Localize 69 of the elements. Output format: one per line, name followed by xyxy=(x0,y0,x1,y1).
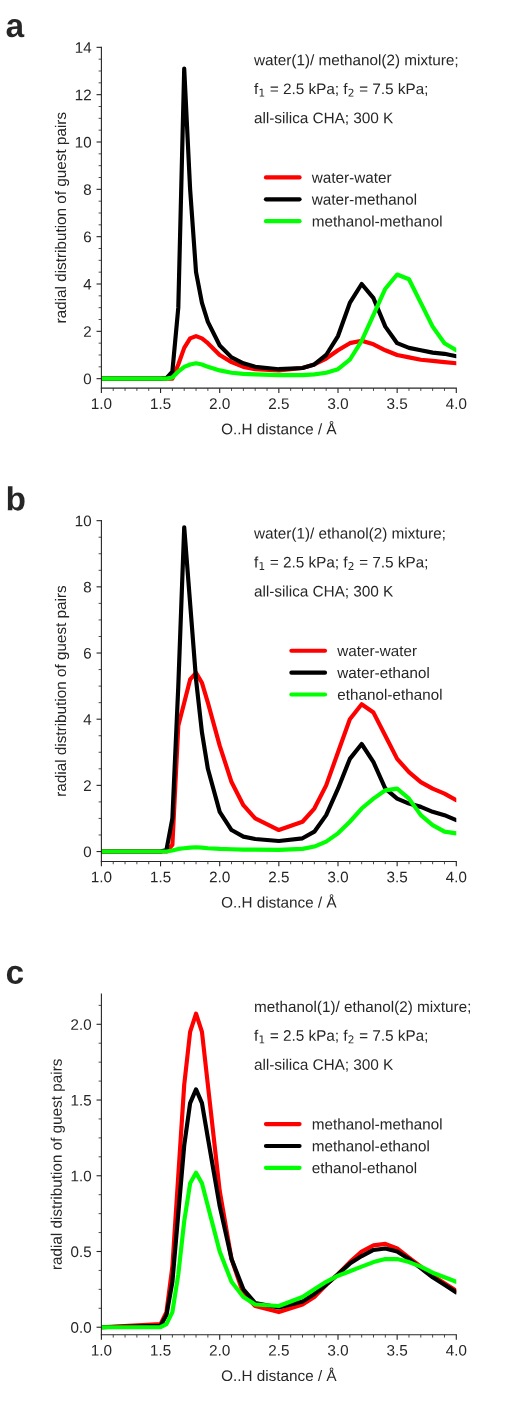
x-tick-label: 1.5 xyxy=(151,398,171,410)
y-tick-label: 1.5 xyxy=(71,1095,92,1106)
y-tick-label: 0.5 xyxy=(71,1246,92,1258)
x-tick-label: 2.0 xyxy=(209,398,230,410)
annotation: f$_{1}$ = 2.5 kPa; f$_{2}$ = 7.5 kPa; xyxy=(254,1029,428,1044)
y-tick-label: 6 xyxy=(83,231,92,243)
y-axis-title: radial distribution of guest pairs xyxy=(50,1059,65,1270)
y-axis-title: radial distribution of guest pairs xyxy=(54,112,70,323)
y-tick-label: 10 xyxy=(75,136,92,148)
legend-label: ethanol-ethanol xyxy=(312,1162,417,1174)
annotation: all-silica CHA; 300 K xyxy=(254,112,394,126)
x-tick-label: 3.0 xyxy=(327,1344,349,1356)
line-series xyxy=(101,272,457,381)
x-tick-label: 1.0 xyxy=(91,1344,112,1356)
x-tick-label: 4.0 xyxy=(446,871,467,883)
y-tick-label: 12 xyxy=(75,89,91,101)
chart-title: b xyxy=(7,486,25,511)
x-axis-title: O..H distance / Å xyxy=(221,420,337,435)
x-tick-label: 2.0 xyxy=(209,871,230,883)
x-axis-title: O..H distance / Å xyxy=(221,1367,337,1382)
x-tick-label: 2.5 xyxy=(269,1344,289,1356)
legend-label: water-ethanol xyxy=(337,666,429,679)
legend-label: water-water xyxy=(311,172,392,183)
legend-label: water-water xyxy=(337,646,417,657)
legend-label: methanol-methanol xyxy=(312,215,442,227)
x-axis-title: O..H distance / Å xyxy=(221,894,337,908)
line-series xyxy=(101,786,457,854)
x-tick-label: 2.5 xyxy=(269,871,289,883)
annotation: all-silica CHA; 300 K xyxy=(254,585,394,599)
y-tick-label: 2.0 xyxy=(71,1019,92,1030)
x-tick-label: 3.0 xyxy=(327,398,349,410)
y-tick-label: 6 xyxy=(83,647,92,659)
y-tick-label: 8 xyxy=(83,581,92,593)
annotation: all-silica CHA; 300 K xyxy=(254,1058,394,1072)
y-tick-label: 0 xyxy=(83,373,92,385)
y-axis-title: radial distribution of guest pairs xyxy=(54,585,70,796)
y-tick-label: 2 xyxy=(83,780,91,791)
chart-title: c xyxy=(6,965,24,984)
x-tick-label: 1.0 xyxy=(91,398,112,410)
x-tick-label: 4.0 xyxy=(446,1344,467,1356)
y-tick-label: 10 xyxy=(75,515,92,527)
x-tick-label: 1.0 xyxy=(91,871,112,883)
legend-label: methanol-methanol xyxy=(312,1118,442,1130)
legend-label: water-methanol xyxy=(311,193,417,205)
y-tick-label: 8 xyxy=(83,184,92,196)
x-tick-label: 2.5 xyxy=(269,398,289,410)
y-tick-label: 0.0 xyxy=(71,1322,92,1333)
legend-label: methanol-ethanol xyxy=(312,1140,429,1152)
y-tick-label: 4 xyxy=(83,279,92,290)
x-tick-label: 2.0 xyxy=(209,1344,230,1356)
y-tick-label: 14 xyxy=(75,42,92,53)
y-tick-label: 2 xyxy=(83,326,91,337)
legend-label: ethanol-ethanol xyxy=(337,688,442,701)
x-tick-label: 4.0 xyxy=(446,398,467,410)
x-tick-label: 1.5 xyxy=(151,1345,171,1356)
annotation: methanol(1)/ ethanol(2) mixture; xyxy=(255,1000,471,1016)
y-tick-label: 1.0 xyxy=(71,1170,92,1182)
x-tick-label: 3.0 xyxy=(327,871,349,883)
y-tick-label: 4 xyxy=(83,714,92,725)
annotation: water(1)/ ethanol(2) mixture; xyxy=(253,527,445,542)
x-tick-label: 3.5 xyxy=(387,1344,408,1356)
x-tick-label: 3.5 xyxy=(387,871,408,883)
chart-title: a xyxy=(6,19,25,38)
x-tick-label: 1.5 xyxy=(151,871,171,883)
annotation: water(1)/ methanol(2) mixture; xyxy=(253,54,458,69)
y-tick-label: 0 xyxy=(83,846,92,858)
x-tick-label: 3.5 xyxy=(387,398,408,410)
annotation: f$_{1}$ = 2.5 kPa; f$_{2}$ = 7.5 kPa; xyxy=(254,83,428,97)
annotation: f$_{1}$ = 2.5 kPa; f$_{2}$ = 7.5 kPa; xyxy=(254,556,428,570)
